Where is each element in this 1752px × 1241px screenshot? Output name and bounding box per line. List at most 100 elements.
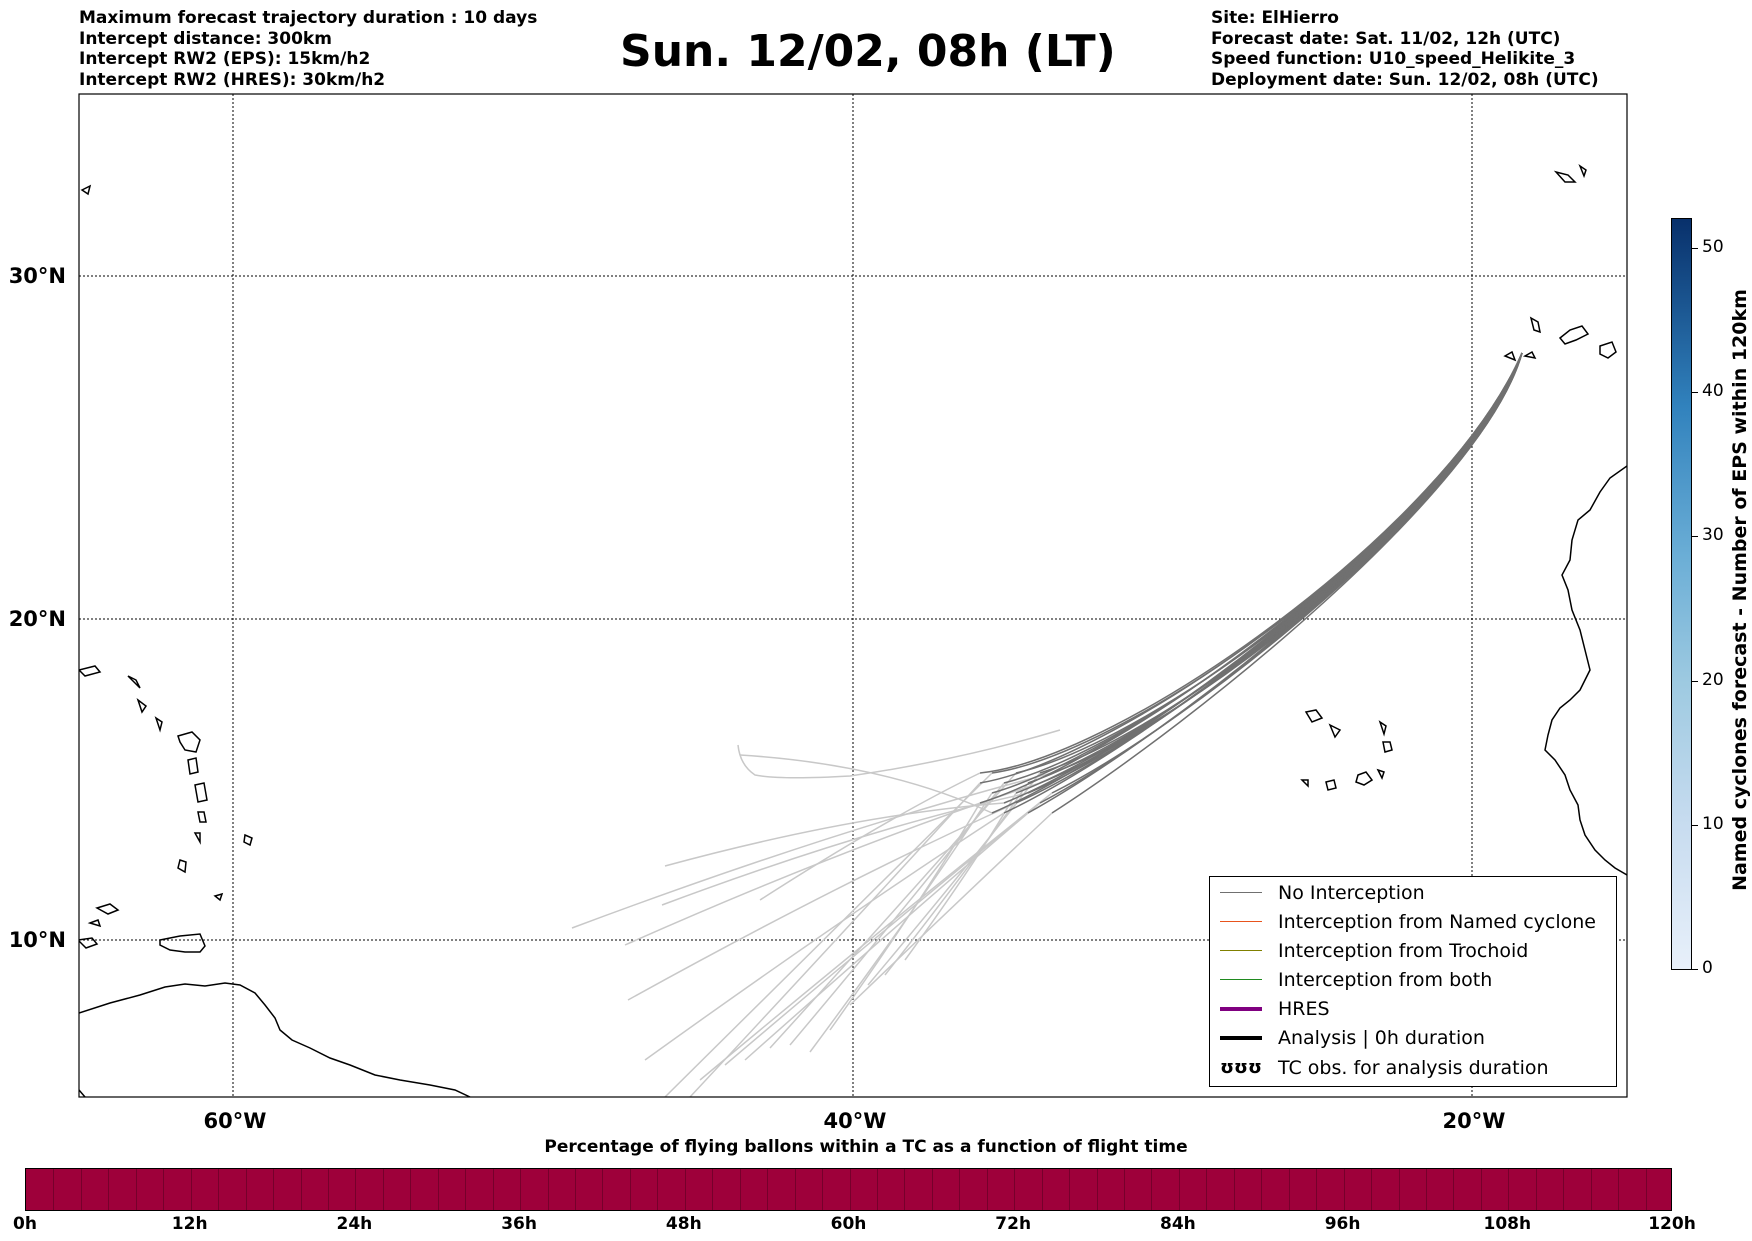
lat-label-20n: 20°N [9,607,66,631]
dominica-island [187,757,199,775]
trajectory-early-segment [1039,352,1523,804]
colorbar-segment-divider [410,1169,412,1210]
colorbar-segment-divider [1288,1169,1290,1210]
st-lucia-island [197,811,207,823]
eps-count-colorbar [1671,218,1692,970]
trajectory-late-segment [664,772,993,1097]
max-duration-text: Maximum forecast trajectory duration : 1… [79,8,538,28]
colorbar-segment-divider [1096,1169,1098,1210]
trajectory-late-segment [849,812,1053,1006]
trajectory-late-segment [759,772,981,901]
legend-item-analysis: Analysis | 0h duration [1218,1023,1485,1052]
colorbar-segment-divider [1425,1169,1427,1210]
speed-function-text: Speed function: U10_speed_Helikite_3 [1211,49,1576,69]
colorbar-segment-divider [1343,1169,1345,1210]
colorbar-tick-mark [1692,392,1698,394]
colorbar-segment-divider [986,1169,988,1210]
colorbar-tick-label: 0 [1702,958,1713,978]
cape-verde-8 [1300,779,1309,788]
colorbar-segment-divider [520,1169,522,1210]
colorbar-tick-label: 40 [1702,381,1724,402]
africa-coast [1544,465,1627,876]
madeira-islands [1553,170,1577,183]
trajectory-early-segment [1051,352,1523,814]
trajectory-late-segment [627,802,1017,1001]
colorbar-tick-label: 20 [1702,669,1724,690]
trajectory-late-segment [867,772,1041,986]
colorbar-segment-divider [1206,1169,1208,1210]
lon-label-60w: 60°W [204,1109,267,1133]
canary-islands-4 [1522,350,1537,360]
cape-verde-3 [1378,720,1387,737]
colorbar-segment-divider [1014,1169,1016,1210]
colorbar-segment-divider [849,1169,851,1210]
south-america-coast-west [79,1089,86,1097]
cape-verde-2 [1328,723,1342,739]
legend-label: Interception from Named cyclone [1278,910,1596,933]
tc-obs-symbol-icon: ʊʊʊ [1220,1057,1262,1078]
trajectory-early-segment [1003,352,1523,804]
map-legend: No Interception Interception from Named … [1209,876,1617,1087]
trajectory-early-segment [1051,352,1523,794]
lon-label-20w: 20°W [1443,1109,1506,1133]
site-text: Site: ElHierro [1211,8,1339,28]
colorbar-segment-divider [1151,1169,1153,1210]
trajectory-late-segment [664,802,1005,867]
colorbar-segment-divider [1261,1169,1263,1210]
colorbar-segment-divider [959,1169,961,1210]
barbados-island [243,833,253,847]
colorbar-segment-divider [1645,1169,1647,1210]
martinique-island [194,782,208,803]
colorbar-tick-label: 10 [1702,813,1724,834]
colorbar-segment-divider [712,1169,714,1210]
legend-swatch-analysis [1220,1035,1262,1040]
colorbar-segment-divider [1508,1169,1510,1210]
trajectory-late-segment [739,754,993,814]
trajectory-early-segment [1027,352,1523,784]
colorbar-segment-divider [1398,1169,1400,1210]
colorbar-segment-divider [822,1169,824,1210]
map-frame [78,93,1628,1098]
legend-label: TC obs. for analysis duration [1278,1056,1549,1079]
colorbar-segment-divider [327,1169,329,1210]
legend-label: Interception from Trochoid [1278,939,1529,962]
colorbar-tick-mark [1692,536,1698,538]
colorbar-segment-divider [1480,1169,1482,1210]
flight-time-tick-label: 108h [1483,1214,1532,1234]
trajectory-early-segment [991,352,1523,794]
trajectory-late-segment [737,729,1061,779]
cape-verde-4 [1382,741,1393,753]
deployment-date-text: Deployment date: Sun. 12/02, 08h (UTC) [1211,69,1599,90]
flight-time-tick-label: 0h [13,1214,37,1234]
st-vincent-island [193,832,201,845]
lat-label-10n: 10°N [9,928,66,952]
map-title: Sun. 12/02, 08h (LT) [620,26,1116,77]
legend-item-hres: HRES [1218,994,1330,1023]
eps-count-colorbar-title: Named cyclones forecast - Number of EPS … [1729,289,1751,891]
legend-item-named-cyclone: Interception from Named cyclone [1218,907,1596,936]
colorbar-segment-divider [876,1169,878,1210]
colorbar-segment-divider [1178,1169,1180,1210]
trajectory-late-segment [661,792,1029,906]
flight-time-tick-label: 48h [665,1214,702,1234]
legend-label: Interception from both [1278,968,1493,991]
flight-time-tick-label: 60h [830,1214,867,1234]
legend-item-no-interception: No Interception [1218,878,1425,907]
trajectory-late-segment [724,802,1041,1066]
trinidad-island [159,933,206,953]
colorbar-segment-divider [80,1169,82,1210]
run-info-right: Site: ElHierro Forecast date: Sat. 11/02… [1211,8,1599,90]
trajectories-late [571,729,1061,1097]
canary-islands-1 [1529,316,1541,334]
flight-time-tick-label: 84h [1160,1214,1196,1234]
colorbar-segment-divider [1453,1169,1455,1210]
trajectories-early [979,352,1523,814]
legend-swatch-named-cyclone [1220,921,1262,922]
run-info-left: Maximum forecast trajectory duration : 1… [79,8,537,90]
colorbar-tick-mark [1692,680,1698,682]
trajectory-early-segment [1015,352,1523,774]
margarita-island [95,903,120,915]
south-america-coast [79,982,471,1097]
canary-islands-5 [1503,350,1517,362]
